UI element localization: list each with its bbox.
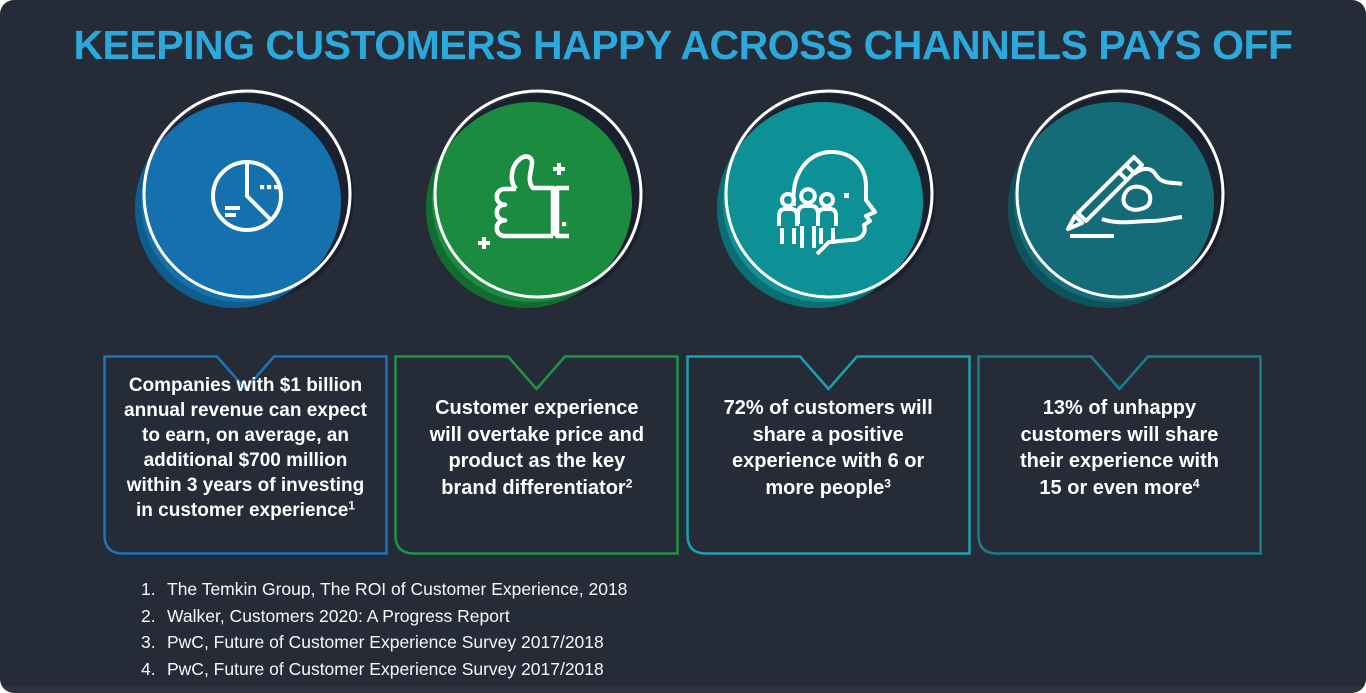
footnote-number: 3. (141, 632, 156, 652)
circle-main-disc (140, 102, 341, 302)
page-title: KEEPING CUSTOMERS HAPPY ACROSS CHANNELS … (73, 22, 1293, 68)
stat-value: Customer experience will overtake price … (429, 397, 645, 499)
stat-card-positive-share: 72% of customers will share a positive e… (685, 355, 971, 555)
footnote-item: 4. PwC, Future of Customer Experience Su… (141, 656, 627, 683)
circle-ring (724, 89, 934, 299)
thumbs-up-icon (477, 154, 569, 249)
hand-writing-icon (1066, 155, 1183, 238)
circle-ring (1015, 89, 1225, 299)
footnote-number: 4. (141, 658, 156, 679)
stat-text: Companies with $1 billion annual revenue… (103, 355, 388, 555)
stat-value: 13% of unhappy customers will share thei… (1020, 397, 1219, 499)
circle-ring (142, 89, 351, 299)
column-positive-share (686, 86, 971, 318)
stat-card-differentiator: Customer experience will overtake price … (394, 355, 680, 555)
stat-boxes-row: Companies with $1 billion annual revenue… (103, 355, 1262, 555)
footnote-text: PwC, Future of Customer Experience Surve… (167, 632, 604, 652)
footnote-number: 2. (141, 605, 156, 626)
footnotes: 1. The Temkin Group, The ROI of Customer… (141, 576, 627, 682)
customer-head-circle (717, 89, 937, 308)
stat-card-border (394, 355, 680, 555)
circle-main-disc (431, 102, 632, 302)
footnote-text: PwC, Future of Customer Experience Surve… (167, 658, 604, 679)
stat-value: 72% of customers will share a positive e… (723, 397, 933, 499)
footnote-marker: 2 (625, 476, 633, 491)
stat-text: Customer experience will overtake price … (394, 355, 679, 555)
stat-card-border (977, 355, 1262, 555)
footnote-number: 1. (141, 579, 156, 599)
column-differentiator (394, 86, 679, 318)
circle-main-disc (1014, 102, 1215, 302)
stat-card-revenue: Companies with $1 billion annual revenue… (103, 355, 388, 555)
stat-text: 72% of customers will share a positive e… (686, 355, 971, 555)
footnote-item: 2. Walker, Customers 2020: A Progress Re… (141, 603, 627, 630)
footnote-text: Walker, Customers 2020: A Progress Repor… (167, 605, 510, 626)
footnote-marker: 1 (348, 498, 355, 513)
pie-chart-icon (210, 160, 283, 232)
icon-circles-row (103, 86, 1262, 318)
thumbs-up-circle (425, 89, 645, 308)
footnote-item: 1. The Temkin Group, The ROI of Customer… (141, 576, 627, 603)
stat-value: Companies with $1 billion annual revenue… (124, 375, 367, 521)
stat-text: 13% of unhappy customers will share thei… (977, 355, 1262, 555)
footnote-item: 3. PwC, Future of Customer Experience Su… (141, 629, 627, 656)
stat-card-unhappy-share: 13% of unhappy customers will share thei… (977, 355, 1262, 555)
customer-head-people-icon (777, 150, 878, 256)
column-unhappy-share (977, 86, 1262, 318)
stat-card-border (685, 355, 971, 555)
footnote-marker: 3 (884, 476, 891, 491)
circle-ring (433, 89, 643, 299)
footnote-marker: 4 (1192, 476, 1200, 491)
column-revenue (103, 86, 388, 318)
hand-writing-circle (1008, 89, 1228, 308)
stat-card-border (103, 355, 388, 555)
pie-chart-circle (134, 89, 354, 308)
footnote-text: The Temkin Group, The ROI of Customer Ex… (167, 579, 628, 599)
